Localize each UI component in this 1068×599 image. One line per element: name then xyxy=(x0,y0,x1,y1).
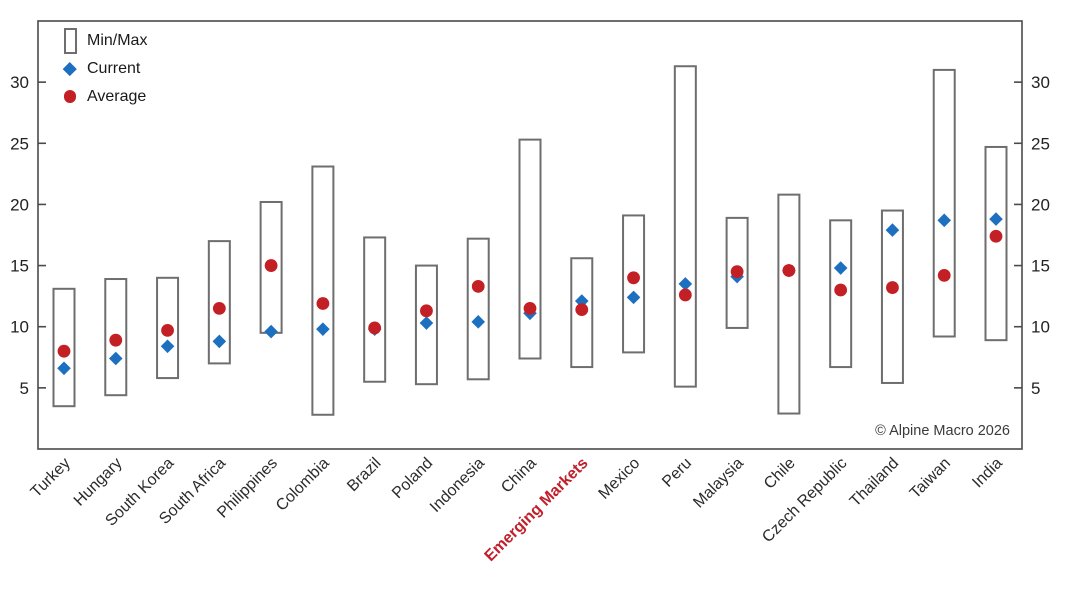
current-marker xyxy=(57,361,71,376)
x-axis-label: Indonesia xyxy=(427,455,488,516)
x-axis-label: Malaysia xyxy=(690,455,747,512)
legend-item-minmax: Min/Max xyxy=(62,27,148,54)
current-marker xyxy=(626,290,641,305)
x-axis-label: Brazil xyxy=(344,455,384,495)
y-axis-label-right: 10 xyxy=(1031,318,1050,337)
legend-label-minmax: Min/Max xyxy=(87,31,148,49)
range-bar xyxy=(673,65,697,388)
range-bar xyxy=(466,237,490,381)
average-marker xyxy=(161,323,174,337)
y-axis-label-left: 15 xyxy=(10,257,29,276)
average-marker xyxy=(212,301,226,315)
current-marker xyxy=(471,315,486,329)
current-marker xyxy=(833,261,848,275)
y-axis-label-left: 10 xyxy=(10,318,29,337)
range-bar xyxy=(518,138,542,360)
average-marker xyxy=(834,283,848,297)
current-marker xyxy=(108,351,123,366)
y-axis-label-right: 5 xyxy=(1031,379,1040,398)
average-marker xyxy=(627,271,640,285)
average-marker xyxy=(471,279,485,293)
average-marker xyxy=(109,333,123,347)
range-bar xyxy=(932,68,956,338)
copyright-text: © Alpine Macro 2026 xyxy=(875,423,1010,439)
range-bar xyxy=(311,165,335,416)
range-bar xyxy=(984,145,1008,342)
current-marker xyxy=(989,212,1003,226)
x-axis-label: Peru xyxy=(659,455,695,491)
legend-item-current: Current xyxy=(62,56,147,81)
y-axis-label-right: 20 xyxy=(1031,195,1050,214)
current-marker xyxy=(419,316,434,330)
average-marker xyxy=(989,229,1003,243)
average-marker xyxy=(523,301,537,315)
legend-label-average: Average xyxy=(87,87,147,105)
diamond-icon xyxy=(62,61,78,76)
current-marker xyxy=(212,334,227,349)
x-axis-label: Hungary xyxy=(71,455,126,510)
circle-icon xyxy=(62,90,78,103)
y-axis-label-right: 25 xyxy=(1031,134,1050,153)
x-axis-label: Poland xyxy=(389,455,436,502)
current-marker xyxy=(264,324,278,339)
y-axis-label-left: 20 xyxy=(10,195,29,214)
minmax-range-icon xyxy=(62,27,78,54)
average-marker xyxy=(420,304,433,318)
x-axis-label: Mexico xyxy=(596,455,644,503)
legend-item-average: Average xyxy=(62,84,147,109)
x-axis-label: Chile xyxy=(761,455,799,493)
y-axis-label-right: 30 xyxy=(1031,73,1050,92)
average-marker xyxy=(57,344,71,358)
legend-label-current: Current xyxy=(87,59,141,77)
current-marker xyxy=(678,277,693,291)
average-marker xyxy=(678,288,692,302)
y-axis-label-left: 25 xyxy=(10,134,29,153)
average-marker xyxy=(575,303,589,316)
y-axis-label-left: 5 xyxy=(20,379,29,398)
average-marker xyxy=(730,265,744,279)
range-bar xyxy=(363,236,387,383)
average-marker xyxy=(368,321,382,335)
current-marker xyxy=(885,223,900,237)
average-marker xyxy=(782,264,796,277)
x-axis-label: China xyxy=(498,455,540,497)
plot-frame xyxy=(37,20,1023,450)
x-axis-label: India xyxy=(969,455,1006,492)
x-axis-label: Turkey xyxy=(28,455,74,501)
y-axis-label-right: 15 xyxy=(1031,257,1050,276)
average-marker xyxy=(886,281,899,294)
range-bar xyxy=(777,193,801,415)
current-marker xyxy=(316,322,330,336)
average-marker xyxy=(316,297,330,310)
y-axis-label-left: 30 xyxy=(10,73,29,92)
x-axis-label-highlight: Emerging Markets xyxy=(481,455,591,565)
current-marker xyxy=(937,213,952,228)
x-axis-label: Thailand xyxy=(847,455,902,510)
legend: Min/Max Current Average xyxy=(62,27,148,109)
average-marker xyxy=(937,268,951,282)
average-marker xyxy=(264,259,278,272)
x-axis-label: Colombia xyxy=(273,455,333,515)
range-bar xyxy=(880,209,904,384)
x-axis-label: Taiwan xyxy=(907,455,954,502)
current-marker xyxy=(160,339,175,354)
